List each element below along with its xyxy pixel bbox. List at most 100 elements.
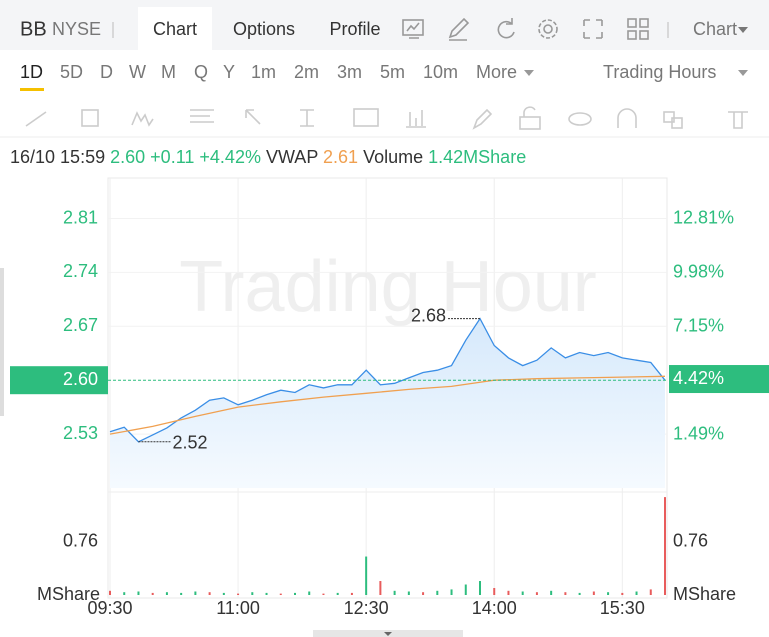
y2-tick-label: 4.42% bbox=[673, 368, 724, 388]
volume-bar bbox=[607, 592, 610, 595]
volume-bar bbox=[621, 592, 624, 595]
volume-bar bbox=[265, 592, 268, 595]
volume-bar bbox=[379, 581, 382, 595]
volume-bar bbox=[350, 592, 353, 595]
header-bar bbox=[0, 0, 769, 50]
volume-bar bbox=[222, 592, 225, 595]
volume-bar bbox=[180, 592, 183, 595]
volume-bar bbox=[336, 592, 339, 595]
volume-bar bbox=[507, 590, 510, 595]
volume-bar bbox=[151, 592, 154, 595]
period[interactable]: M bbox=[161, 62, 176, 82]
x-tick-label: 15:30 bbox=[600, 598, 645, 618]
y2-tick-label: 12.81% bbox=[673, 208, 734, 228]
watermark: Trading Hour bbox=[179, 247, 597, 327]
quote-price: 2.60 bbox=[110, 147, 145, 167]
volume-bar bbox=[521, 591, 524, 595]
volume-bar bbox=[450, 589, 453, 595]
period[interactable]: 10m bbox=[423, 62, 458, 82]
y-tick-label: 2.60 bbox=[63, 369, 98, 389]
price-area bbox=[110, 318, 665, 488]
period[interactable]: 1D bbox=[20, 62, 43, 82]
volume-bar bbox=[464, 584, 467, 595]
vwap-value: 2.61 bbox=[323, 147, 358, 167]
annotation-label: 2.68 bbox=[411, 305, 446, 325]
volume-bar bbox=[550, 590, 553, 595]
volume-bar bbox=[592, 591, 595, 595]
period[interactable]: 3m bbox=[337, 62, 362, 82]
volume-bar bbox=[635, 591, 638, 595]
volume-tick-label: 0.76 bbox=[63, 531, 98, 551]
volume-bar bbox=[436, 590, 439, 595]
y-tick-label: 2.74 bbox=[63, 261, 98, 281]
volume-label: Volume bbox=[363, 147, 423, 167]
y2-tick-label: 7.15% bbox=[673, 316, 724, 336]
y2-tick-label: 9.98% bbox=[673, 262, 724, 282]
drawing-tools bbox=[25, 106, 748, 130]
volume-bar bbox=[649, 589, 652, 595]
period[interactable]: More bbox=[476, 62, 517, 82]
volume-bar bbox=[535, 592, 538, 595]
volume-bar bbox=[165, 592, 168, 595]
volume-bar bbox=[664, 497, 666, 595]
volume-bar bbox=[194, 591, 197, 595]
exchange: NYSE bbox=[52, 19, 101, 39]
volume-bar bbox=[479, 581, 481, 595]
period-underline bbox=[20, 88, 44, 91]
volume-bar bbox=[393, 590, 396, 595]
vwap-label: VWAP bbox=[266, 147, 318, 167]
scroller-caret bbox=[384, 632, 392, 636]
period[interactable]: Y bbox=[223, 62, 235, 82]
x-tick-label: 09:30 bbox=[87, 598, 132, 618]
period[interactable]: 1m bbox=[251, 62, 276, 82]
period[interactable]: 5D bbox=[60, 62, 83, 82]
volume-bar bbox=[251, 592, 254, 595]
volume-bar bbox=[308, 591, 311, 595]
pct-badge bbox=[669, 365, 769, 394]
session-select[interactable]: Trading Hours bbox=[603, 62, 716, 82]
caret bbox=[738, 27, 748, 33]
active-tab-bg bbox=[138, 7, 212, 50]
x-tick-label: 11:00 bbox=[216, 598, 260, 618]
caret bbox=[524, 70, 534, 76]
y-tick-label: 2.53 bbox=[63, 423, 98, 443]
side-handle[interactable] bbox=[0, 268, 4, 416]
volume-bar bbox=[322, 593, 325, 595]
tab[interactable]: Options bbox=[233, 19, 295, 39]
y-tick-label: 2.67 bbox=[63, 315, 98, 335]
period[interactable]: 2m bbox=[294, 62, 319, 82]
volume-bar bbox=[279, 593, 282, 595]
volume-tick-label: 0.76 bbox=[673, 531, 708, 551]
volume-bar bbox=[294, 592, 296, 595]
quote-line: 16/10 15:59 2.60 +0.11 +4.42% VWAP 2.61 … bbox=[10, 147, 526, 167]
volume-unit: MShare bbox=[673, 584, 736, 604]
volume-bar bbox=[137, 591, 140, 595]
volume-bar bbox=[365, 556, 368, 595]
volume-bar bbox=[109, 590, 111, 595]
volume-bar bbox=[422, 592, 425, 595]
tab[interactable]: Profile bbox=[329, 19, 380, 39]
period[interactable]: W bbox=[129, 62, 146, 82]
quote-change-pct: +4.42% bbox=[199, 147, 261, 167]
caret bbox=[738, 70, 748, 76]
volume-bar bbox=[564, 592, 567, 595]
annotation-label: 2.52 bbox=[172, 433, 207, 453]
price-badge bbox=[10, 366, 108, 395]
volume-bar bbox=[578, 592, 581, 595]
volume-bar bbox=[493, 588, 496, 595]
chart-menu[interactable]: Chart bbox=[693, 19, 737, 39]
volume-bar bbox=[237, 593, 240, 595]
period[interactable]: 5m bbox=[380, 62, 405, 82]
y-tick-label: 2.81 bbox=[63, 207, 98, 227]
tab[interactable]: Chart bbox=[153, 19, 197, 39]
volume-unit: MShare bbox=[37, 584, 100, 604]
quote-time: 16/10 15:59 bbox=[10, 147, 105, 167]
period[interactable]: D bbox=[100, 62, 113, 82]
x-tick-label: 14:00 bbox=[472, 598, 517, 618]
y2-tick-label: 1.49% bbox=[673, 424, 724, 444]
toolbar-icons bbox=[402, 17, 649, 41]
quote-change: +0.11 bbox=[150, 147, 194, 167]
volume-value: 1.42MShare bbox=[428, 147, 526, 167]
period[interactable]: Q bbox=[194, 62, 208, 82]
